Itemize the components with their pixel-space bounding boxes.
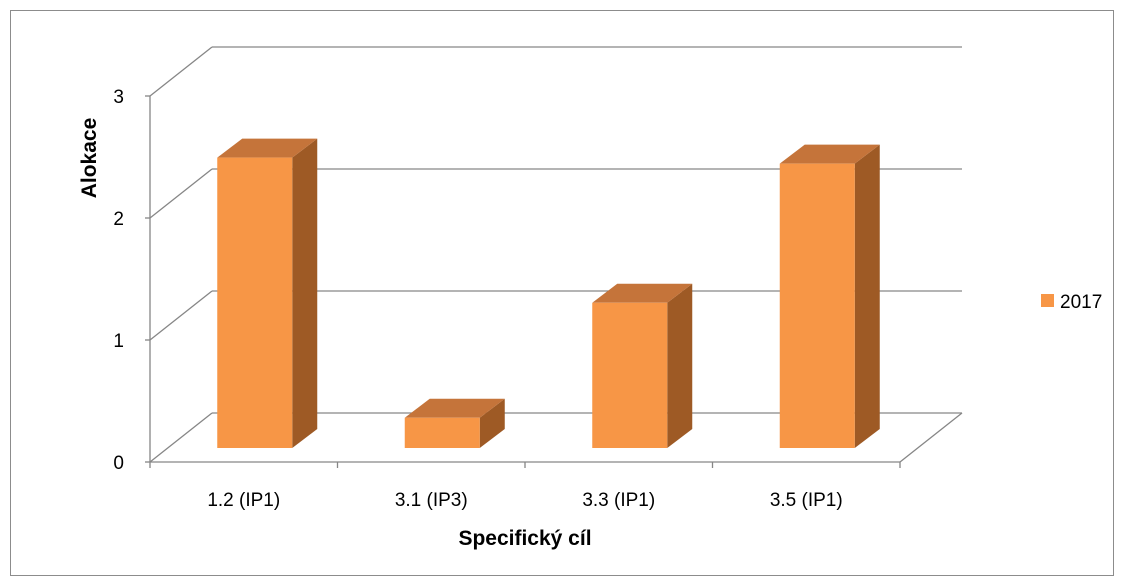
floor-edge bbox=[899, 412, 963, 463]
y-tick-label: 3 bbox=[113, 87, 124, 108]
gridline-diagonal bbox=[149, 46, 213, 97]
bar-top bbox=[779, 144, 880, 164]
bar-side bbox=[292, 138, 318, 448]
chart-frame bbox=[10, 10, 1114, 576]
bar bbox=[779, 144, 880, 448]
bar-front bbox=[217, 157, 293, 448]
bar bbox=[592, 283, 693, 448]
bar-front bbox=[404, 417, 480, 448]
legend: 2017 bbox=[1041, 292, 1102, 313]
gridline-diagonal bbox=[149, 412, 213, 463]
bar-top bbox=[592, 283, 693, 303]
y-axis-title: Alokace bbox=[78, 118, 101, 199]
gridline-diagonal bbox=[149, 168, 213, 219]
bar-side bbox=[854, 144, 880, 448]
x-tick-label: 3.5 (IP1) bbox=[770, 490, 843, 511]
labels-layer: 0 1 2 3 1.2 (IP1) 3.1 (IP3) 3.3 (IP1) 3.5 (IP1) bbox=[113, 87, 842, 511]
bars-layer bbox=[217, 138, 880, 448]
bar-top bbox=[404, 398, 505, 418]
y-tick-label: 1 bbox=[113, 331, 124, 352]
x-tick-label: 1.2 (IP1) bbox=[207, 490, 280, 511]
bar bbox=[217, 138, 318, 448]
y-tick-label: 0 bbox=[113, 453, 124, 474]
legend-label: 2017 bbox=[1060, 292, 1102, 313]
legend-swatch bbox=[1041, 294, 1054, 307]
y-tick-label: 2 bbox=[113, 209, 124, 230]
x-tick-label: 3.1 (IP3) bbox=[395, 490, 468, 511]
axis-layer bbox=[145, 95, 901, 468]
bar-side bbox=[667, 283, 693, 448]
bar-front bbox=[779, 163, 855, 448]
bar-side bbox=[479, 398, 505, 448]
bar-front bbox=[592, 302, 668, 448]
x-tick-label: 3.3 (IP1) bbox=[582, 490, 655, 511]
gridline-diagonal bbox=[149, 290, 213, 341]
bar bbox=[404, 398, 505, 448]
bar-top bbox=[217, 138, 318, 158]
x-axis-title: Specifický cíl bbox=[458, 527, 591, 550]
